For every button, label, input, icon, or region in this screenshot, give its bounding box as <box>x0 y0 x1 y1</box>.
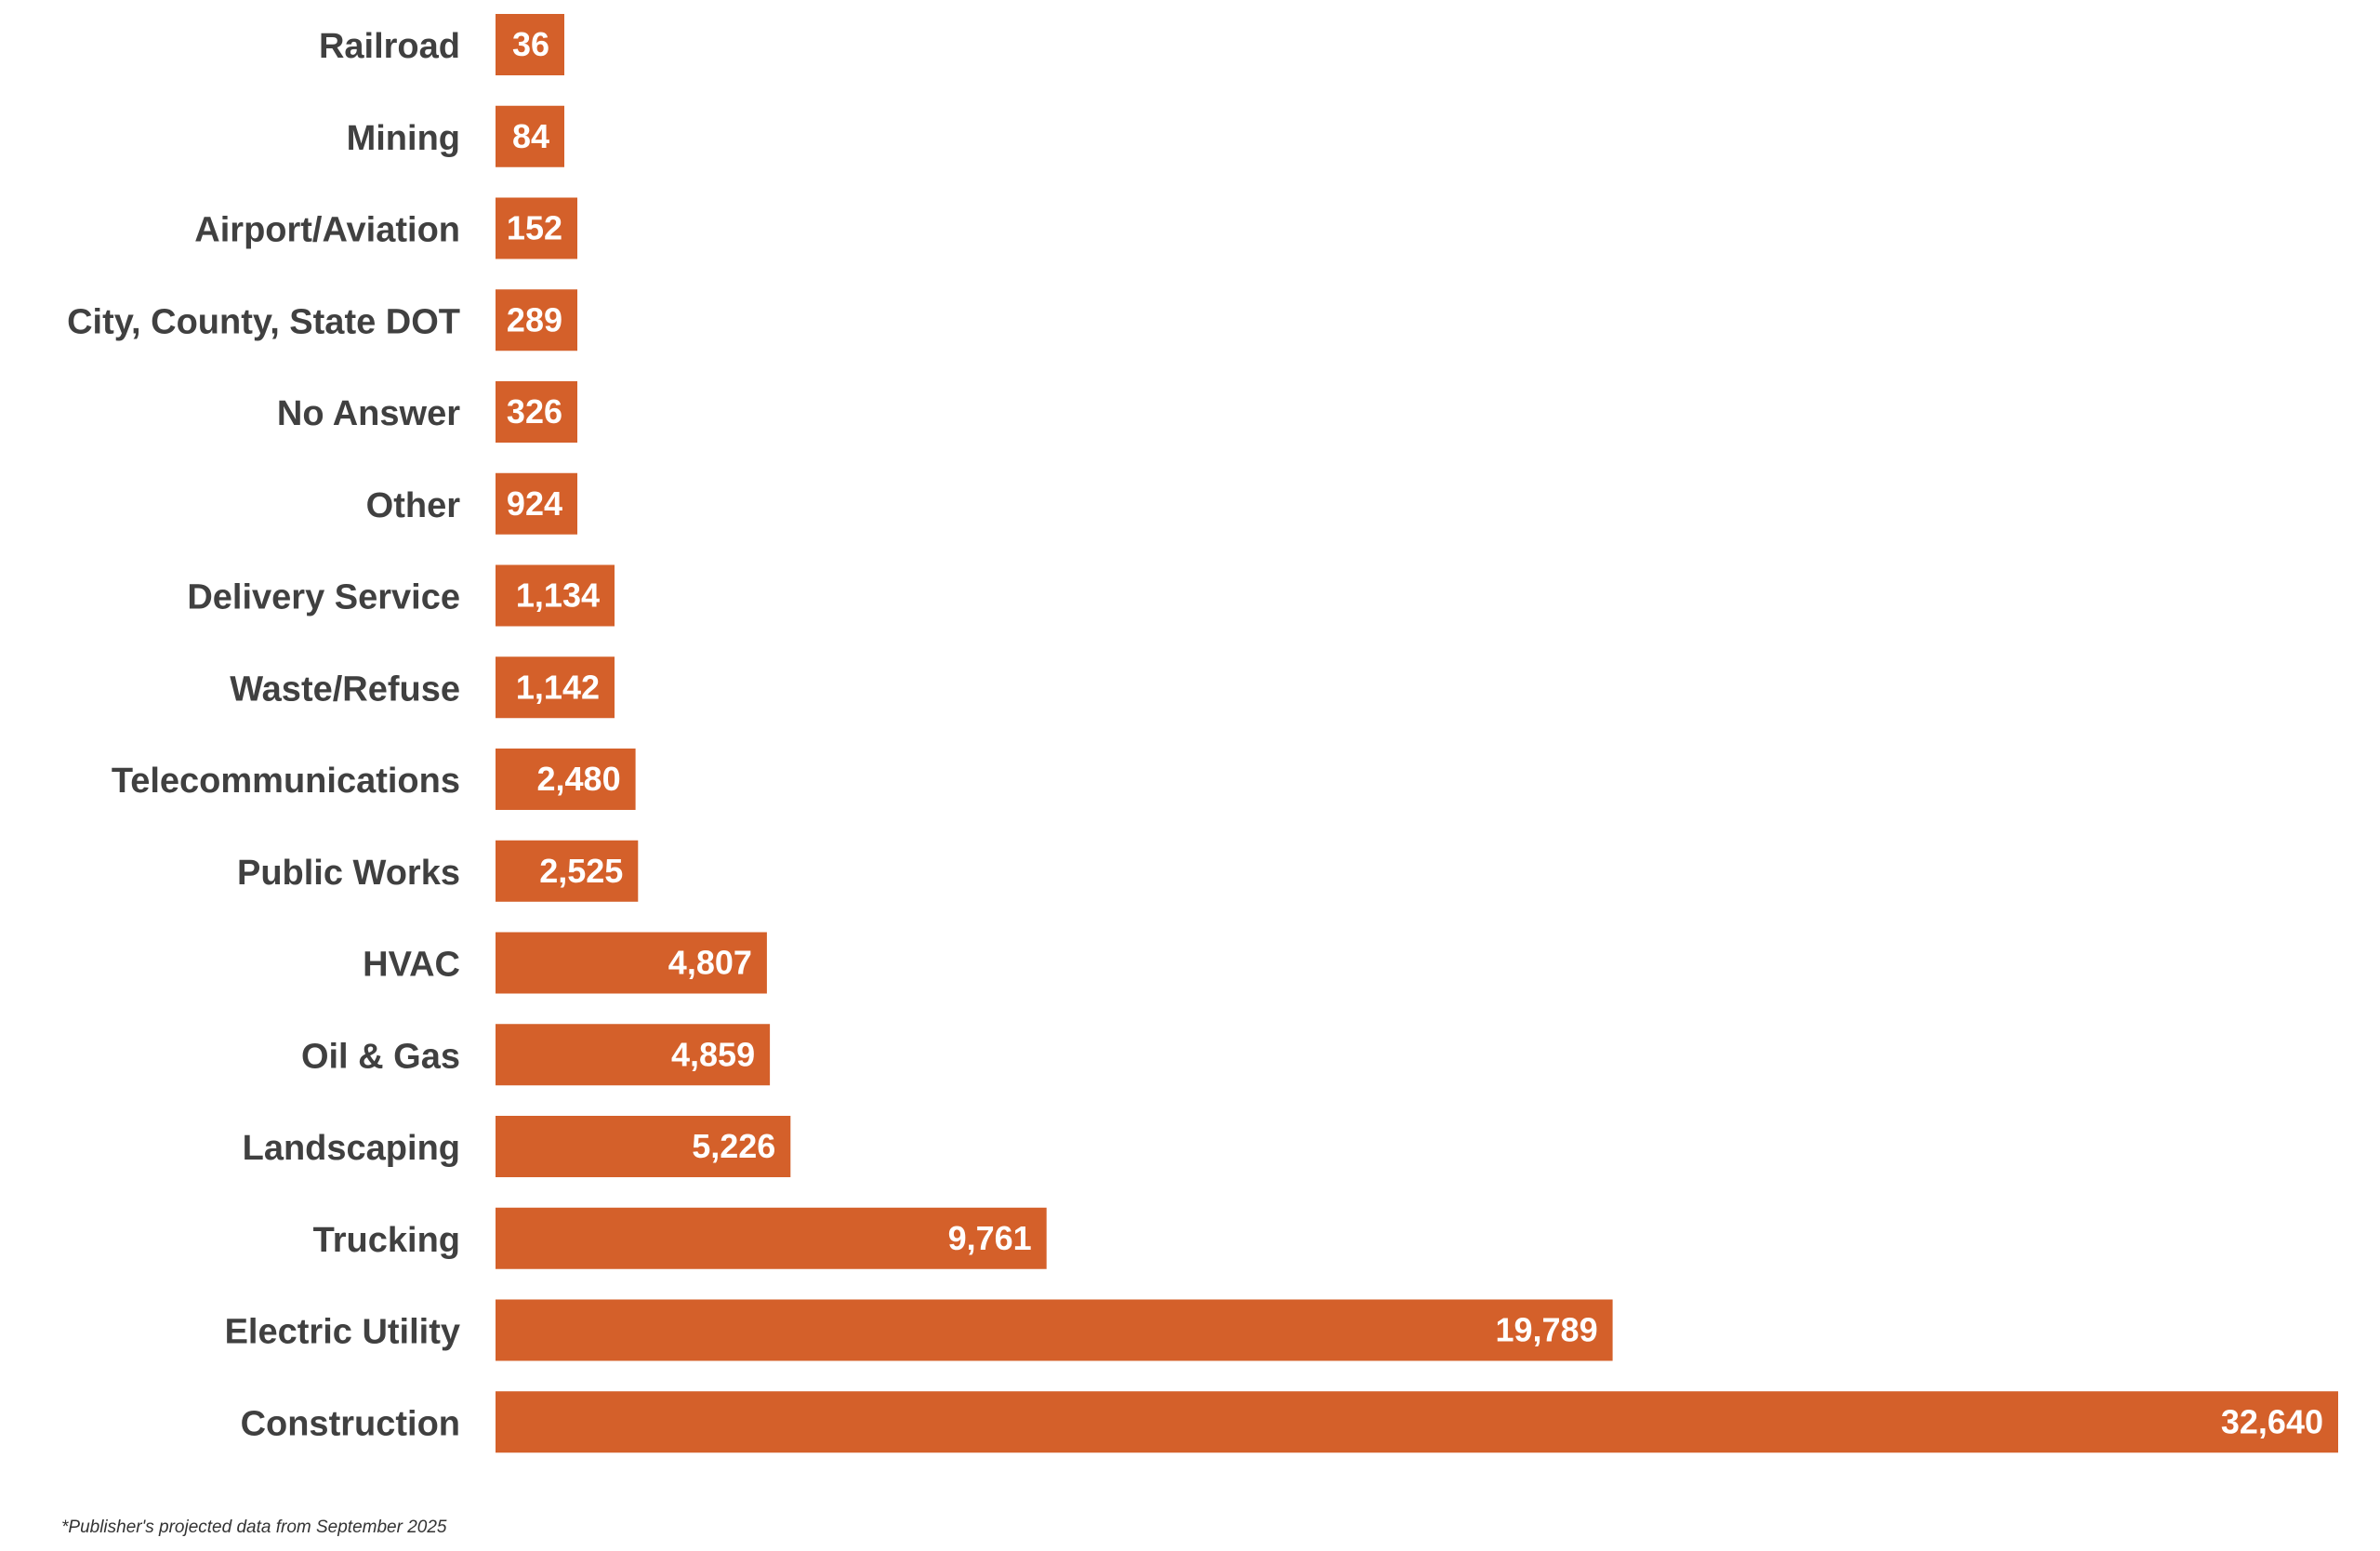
value-label-delivery-service: 1,134 <box>516 577 600 615</box>
category-label-hvac: HVAC <box>363 946 460 985</box>
category-label-railroad: Railroad <box>319 27 460 66</box>
bar-other <box>496 472 577 535</box>
bar-waste-refuse <box>496 656 615 719</box>
value-label-trucking: 9,761 <box>948 1219 1032 1257</box>
value-label-oil-and-gas: 4,859 <box>671 1035 755 1073</box>
category-label-mining: Mining <box>347 119 460 158</box>
category-label-electric-utility: Electric Utility <box>225 1313 460 1352</box>
category-label-no-answer: No Answer <box>277 394 460 433</box>
value-label-railroad: 36 <box>512 25 549 63</box>
category-label-construction: Construction <box>241 1404 460 1443</box>
bar-airport-aviation <box>496 197 577 259</box>
value-label-city-county-state-dot: 289 <box>507 300 562 338</box>
bar-city-county-state-dot <box>496 289 577 351</box>
category-label-waste-refuse: Waste/Refuse <box>230 669 460 709</box>
value-label-construction: 32,640 <box>2221 1402 2323 1440</box>
value-label-other: 924 <box>507 484 562 523</box>
value-label-telecommunications: 2,480 <box>537 760 621 798</box>
bars-layer <box>496 14 2338 1453</box>
value-label-hvac: 4,807 <box>668 944 752 982</box>
value-label-landscaping: 5,226 <box>692 1127 775 1165</box>
category-label-trucking: Trucking <box>313 1221 460 1260</box>
category-label-city-county-state-dot: City, County, State DOT <box>67 302 460 341</box>
category-label-public-works: Public Works <box>237 854 460 893</box>
category-labels: Railroad Mining Airport/Aviation City, Coun… <box>67 27 460 1443</box>
value-label-electric-utility: 19,789 <box>1495 1311 1597 1349</box>
bar-mining <box>496 105 564 167</box>
bar-public-works <box>496 840 639 902</box>
bar-electric-utility <box>496 1299 1613 1361</box>
bar-delivery-service <box>496 564 615 627</box>
bar-hvac <box>496 932 767 994</box>
value-label-mining: 84 <box>512 117 549 155</box>
bar-railroad <box>496 14 564 75</box>
bar-construction <box>496 1391 2338 1453</box>
bar-telecommunications <box>496 749 636 810</box>
category-label-airport-aviation: Airport/Aviation <box>194 211 460 250</box>
value-label-airport-aviation: 152 <box>507 209 562 247</box>
category-label-landscaping: Landscaping <box>243 1129 460 1168</box>
value-label-waste-refuse: 1,142 <box>516 668 600 706</box>
value-label-public-works: 2,525 <box>539 852 623 890</box>
category-label-other: Other <box>366 486 461 525</box>
bar-oil-and-gas <box>496 1024 771 1086</box>
category-label-telecommunications: Telecommunications <box>112 762 460 801</box>
bar-no-answer <box>496 381 577 443</box>
category-label-delivery-service: Delivery Service <box>187 578 460 617</box>
value-label-no-answer: 326 <box>507 392 562 431</box>
bar-landscaping <box>496 1116 791 1177</box>
category-label-oil-and-gas: Oil & Gas <box>301 1037 460 1076</box>
value-labels: 36 84 152 289 326 924 1,134 1,142 2,480 2,525 4,80… <box>507 25 2323 1440</box>
bar-trucking <box>496 1207 1047 1269</box>
footnote: *Publisher's projected data from Septemb… <box>61 1518 447 1537</box>
